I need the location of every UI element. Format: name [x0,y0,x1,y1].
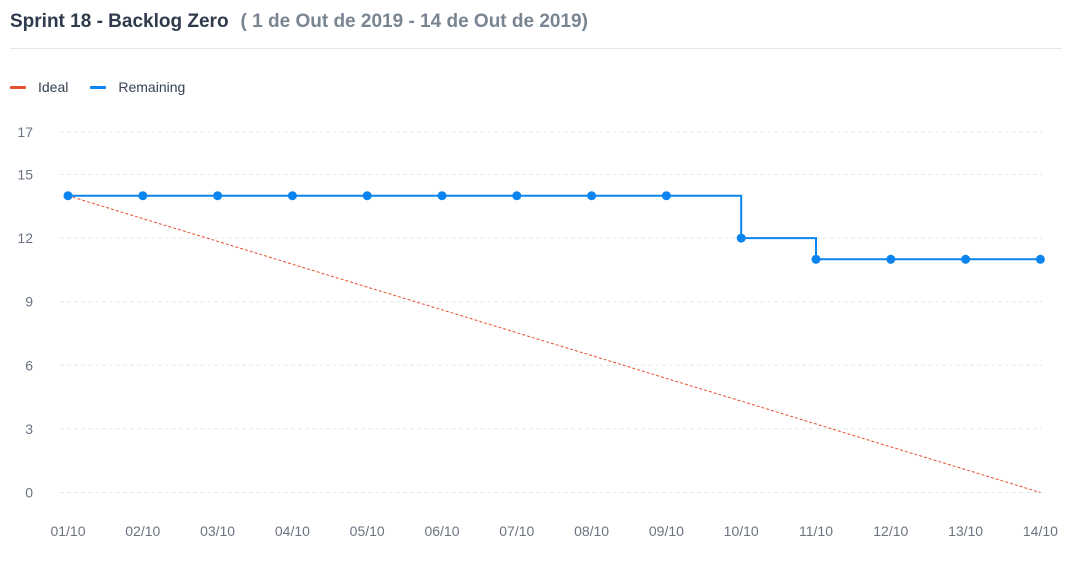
y-tick-label: 3 [25,421,33,437]
legend: Ideal Remaining [10,79,185,95]
y-tick-label: 15 [17,167,33,183]
y-tick-label: 0 [25,485,33,501]
remaining-point [1035,254,1045,264]
x-tick-label: 14/10 [1023,523,1058,539]
remaining-point [811,254,821,264]
remaining-point [661,191,671,201]
legend-item-ideal[interactable]: Ideal [10,79,68,95]
x-tick-label: 06/10 [424,523,459,539]
y-tick-label: 6 [25,357,33,373]
remaining-point [287,191,297,201]
x-tick-label: 12/10 [873,523,908,539]
remaining-point [736,233,746,243]
chart-title: Sprint 18 - Backlog Zero [10,11,229,32]
date-range: ( 1 de Out de 2019 - 14 de Out de 2019) [240,11,588,32]
remaining-point [886,254,896,264]
x-tick-label: 02/10 [125,523,160,539]
remaining-point [437,191,447,201]
remaining-point [213,191,223,201]
x-tick-label: 03/10 [200,523,235,539]
x-tick-label: 09/10 [649,523,684,539]
legend-swatch-remaining [90,85,107,89]
remaining-point [138,191,148,201]
remaining-point [587,191,597,201]
x-tick-label: 13/10 [948,523,983,539]
remaining-point [362,191,372,201]
remaining-point [961,254,971,264]
legend-item-remaining[interactable]: Remaining [90,79,185,95]
legend-label-ideal: Ideal [38,79,69,95]
remaining-point [63,191,73,201]
y-tick-label: 9 [25,294,33,310]
y-tick-label: 12 [17,230,33,246]
remaining-line [68,194,1041,261]
x-tick-label: 08/10 [574,523,609,539]
ideal-line [67,195,1041,493]
legend-swatch-ideal [10,85,26,89]
x-tick-label: 10/10 [724,523,759,539]
x-tick-label: 01/10 [50,523,85,539]
legend-label-remaining: Remaining [118,79,186,95]
chart-header: Sprint 18 - Backlog Zero ( 1 de Out de 2… [10,8,1062,49]
x-tick-label: 11/10 [799,523,833,539]
x-tick-label: 07/10 [499,523,534,539]
x-tick-label: 05/10 [350,523,385,539]
y-tick-label: 17 [17,124,33,140]
x-tick-label: 04/10 [275,523,310,539]
remaining-point [512,191,522,201]
